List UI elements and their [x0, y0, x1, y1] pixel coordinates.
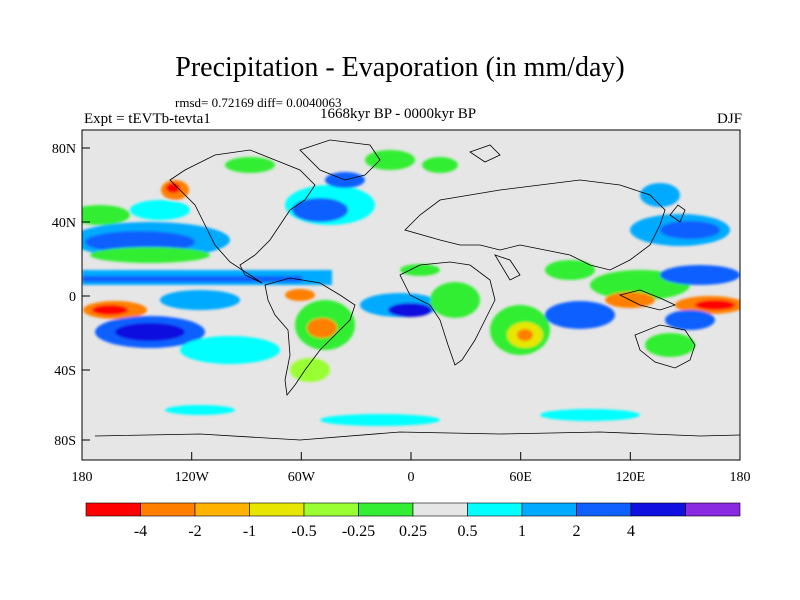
- precip-field: [82, 150, 740, 426]
- season-label: DJF: [716, 111, 742, 127]
- lon-tick-label: 180: [730, 470, 751, 485]
- colorbar-swatch: [140, 502, 196, 517]
- lon-tick-label: 120E: [616, 470, 646, 485]
- lat-tick-label: 0: [69, 290, 76, 305]
- map-title: Precipitation - Evaporation (in mm/day): [175, 52, 625, 83]
- lat-axis: 80N 40N 0 40S 80S: [52, 142, 90, 449]
- colorbar-swatch: [412, 502, 468, 517]
- colorbar-swatch: [467, 502, 523, 517]
- colorbar-swatch: [576, 502, 632, 517]
- period-label: 1668kyr BP - 0000kyr BP: [320, 106, 477, 122]
- lon-tick-label: 60E: [509, 470, 532, 485]
- colorbar-label: 1: [518, 523, 526, 540]
- lat-tick-label: 80S: [54, 434, 76, 449]
- lon-tick-label: 60W: [288, 470, 316, 485]
- experiment-label: Expt = tEVTb-tevta1: [84, 111, 211, 127]
- lat-tick-label: 40S: [54, 364, 76, 379]
- colorbar-label: -4: [134, 523, 147, 540]
- colorbar-swatch: [521, 502, 577, 517]
- colorbar-swatch: [630, 502, 686, 517]
- colorbar-label: 0.25: [399, 523, 427, 540]
- colorbar-swatch: [685, 502, 741, 517]
- colorbar-label: -0.25: [342, 523, 375, 540]
- colorbar-label: 4: [627, 523, 635, 540]
- colorbar-swatch: [85, 502, 141, 517]
- colorbar: -4 -2 -1 -0.5 -0.25 0.25 0.5 1 2 4: [85, 502, 741, 540]
- colorbar-label: -1: [243, 523, 256, 540]
- stats-line: rmsd= 0.72169 diff= 0.0040063: [175, 95, 342, 110]
- colorbar-swatch: [194, 502, 250, 517]
- colorbar-swatch: [249, 502, 305, 517]
- colorbar-label: -2: [188, 523, 201, 540]
- lon-axis: 180 120W 60W 0 60E 120E 180: [72, 452, 751, 485]
- lat-tick-label: 40N: [52, 216, 76, 231]
- colorbar-swatch: [358, 502, 414, 517]
- coastlines: [94, 139, 740, 441]
- lon-tick-label: 180: [72, 470, 93, 485]
- colorbar-label: -0.5: [291, 523, 316, 540]
- lon-tick-label: 120W: [175, 470, 210, 485]
- lon-tick-label: 0: [408, 470, 415, 485]
- colorbar-label: 0.5: [458, 523, 478, 540]
- lat-tick-label: 80N: [52, 142, 76, 157]
- colorbar-label: 2: [573, 523, 581, 540]
- colorbar-swatch: [303, 502, 359, 517]
